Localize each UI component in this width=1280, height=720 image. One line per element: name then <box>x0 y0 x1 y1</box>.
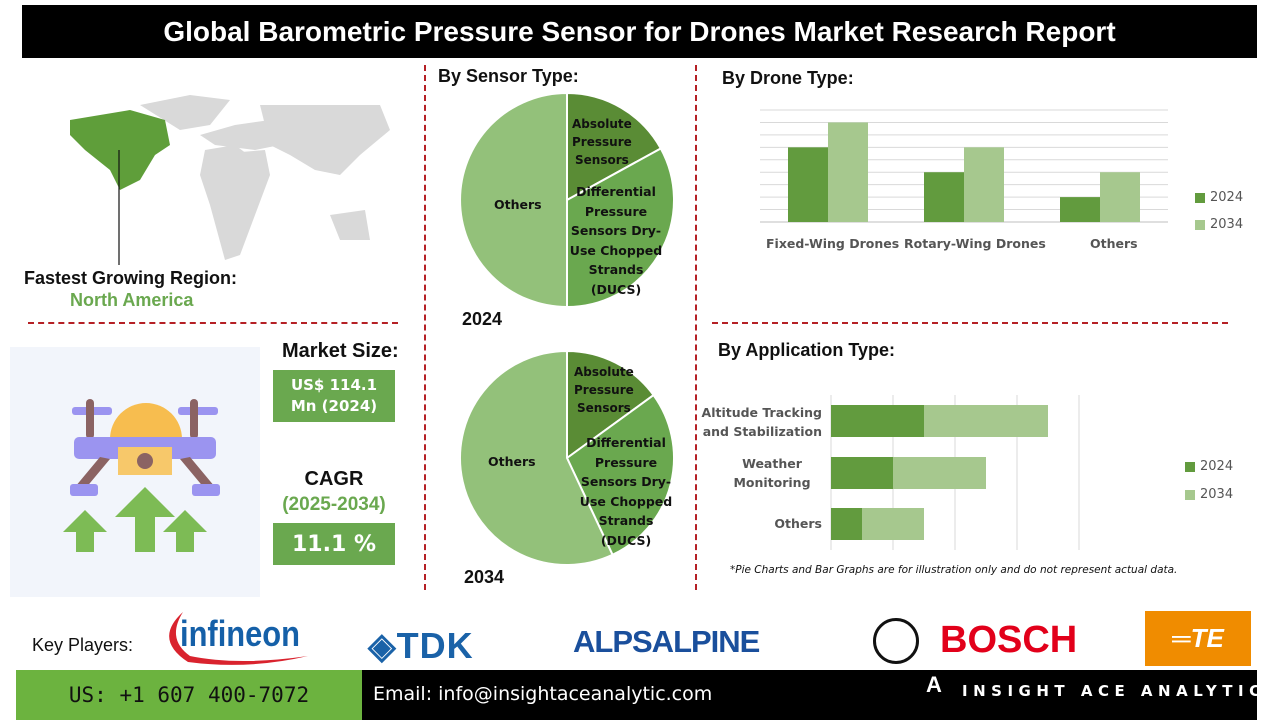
bosch-armature-icon <box>873 618 919 664</box>
pie-slice <box>565 393 675 557</box>
fastest-region-value: North America <box>70 290 194 310</box>
pie-2024-label-differential: Differential Pressure Sensors Dry- Use Chop… <box>569 184 663 297</box>
pie-slice <box>566 147 675 309</box>
bar-2034 <box>828 122 868 222</box>
market-size-label: Market Size: <box>282 340 399 362</box>
te-connectivity-logo: ═TE <box>1145 611 1251 666</box>
market-size-year: Mn (2024) <box>290 397 378 415</box>
north-america-highlight <box>70 110 170 190</box>
infineon-logo: infineon <box>158 604 313 666</box>
legend-item-2034: 2034 <box>1195 217 1243 232</box>
pie-slice <box>459 91 568 309</box>
cagr-period: (2025-2034) <box>282 494 386 515</box>
pie-chart-2034 <box>459 349 675 566</box>
divider <box>28 322 398 324</box>
svg-text:infineon: infineon <box>180 613 300 654</box>
cagr-value: 11.1 % <box>273 523 395 565</box>
pie-2024-label-others: Others <box>494 197 542 212</box>
divider <box>712 322 1228 324</box>
y-tick-label: Others <box>774 516 822 531</box>
pie-slice <box>459 349 614 566</box>
phone-contact[interactable]: US: +1 607 400-7072 <box>16 670 362 720</box>
footnote: *Pie Charts and Bar Graphs are for illus… <box>730 564 1178 576</box>
x-tick-label: Rotary-Wing Drones <box>904 236 1046 251</box>
tdk-logo: ◈TDK <box>368 625 474 666</box>
pie-slice <box>566 91 663 202</box>
application-type-title: By Application Type: <box>718 340 896 360</box>
legend-item-2024: 2024 <box>1195 190 1243 205</box>
sensor-type-title: By Sensor Type: <box>438 66 579 86</box>
pie-2034-label-differential: Differential Pressure Sensors Dry- Use Chop… <box>579 435 673 548</box>
drone-icon <box>63 399 220 552</box>
bosch-logo: BOSCH <box>940 619 1078 661</box>
application-type-bar-chart <box>830 395 1080 550</box>
drone-illustration <box>10 347 260 597</box>
bar-2024 <box>831 405 924 437</box>
pie-2034-label-absolute: Absolute Pressure Sensors <box>574 365 634 415</box>
key-players-label: Key Players: <box>32 635 134 655</box>
bar-2034 <box>862 508 924 540</box>
bar-2034 <box>1100 172 1140 222</box>
report-title: Global Barometric Pressure Sensor for Dr… <box>22 5 1257 58</box>
pie-2034-label-others: Others <box>488 454 536 469</box>
email-contact[interactable]: Email: info@insightaceanalytic.com <box>373 683 713 705</box>
y-tick-label: Weather Monitoring <box>733 456 811 490</box>
y-tick-label: Altitude Tracking and Stabilization <box>701 405 822 439</box>
fastest-region-label: Fastest Growing Region: <box>24 268 238 288</box>
divider <box>695 65 697 590</box>
drone-type-title: By Drone Type: <box>722 68 854 88</box>
x-tick-label: Fixed-Wing Drones <box>766 236 900 251</box>
pie-2024-year: 2024 <box>462 309 503 329</box>
bar-2034 <box>924 405 1048 437</box>
bar-2034 <box>893 457 986 489</box>
legend-item-2034: 2034 <box>1185 487 1233 502</box>
bar-2024 <box>788 147 828 222</box>
bar-2034 <box>964 147 1004 222</box>
pie-slice <box>566 349 655 460</box>
world-map <box>70 95 390 265</box>
pie-2034-year: 2034 <box>464 567 505 587</box>
pie-2024-label-absolute: Absolute Pressure Sensors <box>572 117 632 167</box>
insight-ace-logo-icon: A <box>926 672 942 697</box>
market-size-amount: US$ 114.1 <box>290 376 378 394</box>
bar-2024 <box>1060 197 1100 222</box>
footer-bar <box>362 670 1257 720</box>
bar-2024 <box>924 172 964 222</box>
legend-item-2024: 2024 <box>1185 459 1233 474</box>
bar-2024 <box>831 508 862 540</box>
bar-2024 <box>831 457 893 489</box>
divider <box>424 65 426 590</box>
drone-type-bar-chart <box>760 109 1168 223</box>
pie-chart-2024 <box>459 91 675 309</box>
market-size-value: US$ 114.1 Mn (2024) <box>273 370 395 422</box>
cagr-label: CAGR <box>304 468 364 490</box>
brand-name: INSIGHT ACE ANALYTIC <box>962 682 1266 700</box>
x-tick-label: Others <box>1090 236 1138 251</box>
alpsalpine-logo: ALPSALPINE <box>573 624 760 659</box>
